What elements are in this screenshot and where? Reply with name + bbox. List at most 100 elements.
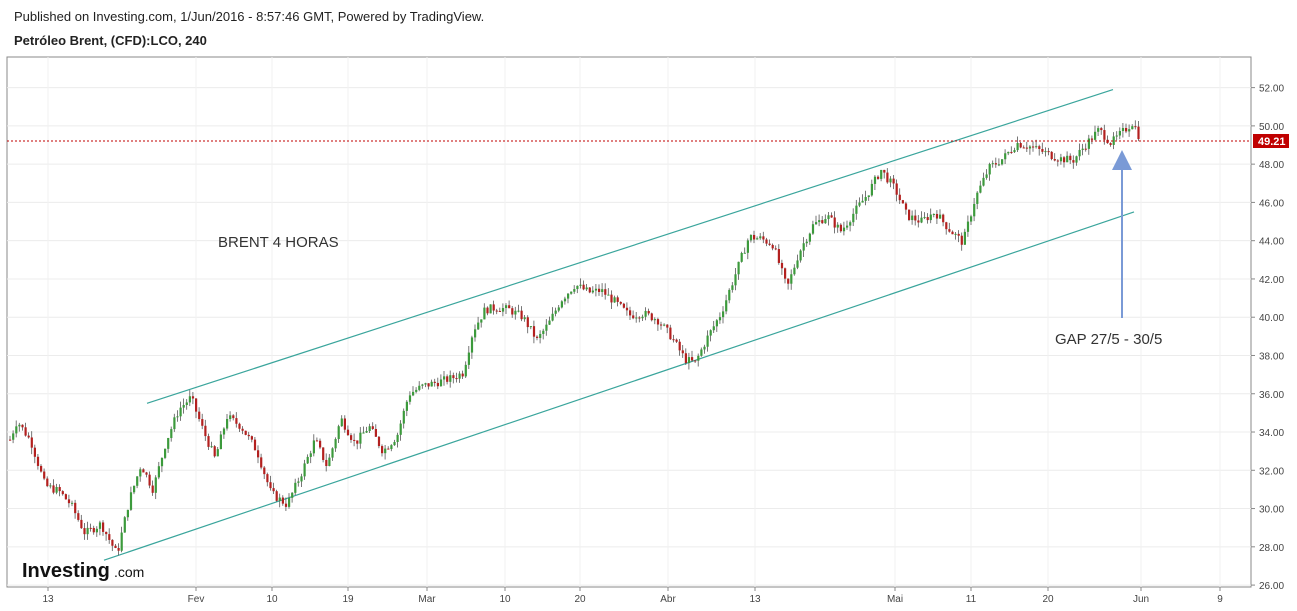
candle (396, 432, 399, 448)
candle (272, 482, 275, 494)
candle (501, 303, 505, 317)
candle (542, 328, 545, 340)
candle (12, 430, 15, 444)
candle (740, 251, 743, 263)
candle (1075, 155, 1078, 166)
candle (210, 441, 213, 448)
candle (784, 267, 787, 284)
candle (266, 472, 269, 487)
candle (629, 306, 632, 320)
candle (827, 212, 830, 226)
x-tick-label: Mar (418, 594, 436, 605)
candle (1121, 123, 1125, 138)
y-tick-label: 44.00 (1259, 237, 1284, 248)
candle (808, 232, 811, 245)
candle (951, 230, 954, 235)
candle (1097, 125, 1100, 137)
candle (222, 427, 226, 439)
candle (374, 424, 377, 437)
candle (849, 220, 852, 232)
candle (684, 348, 687, 365)
candle (926, 213, 929, 224)
candle (1041, 142, 1044, 155)
candle (229, 411, 232, 422)
candle (387, 446, 390, 450)
candle (700, 347, 703, 357)
candle (123, 516, 126, 533)
candle (759, 233, 762, 240)
candle (988, 162, 991, 181)
candle (80, 514, 83, 529)
candle (846, 220, 849, 230)
candle (945, 221, 948, 235)
candle (973, 198, 976, 222)
candle (570, 291, 573, 295)
channel-line-upper (146, 88, 1114, 404)
candle (467, 346, 470, 370)
candle (92, 525, 95, 535)
candle (815, 215, 818, 225)
x-tick-label: 10 (499, 594, 511, 605)
candle (464, 361, 467, 379)
candle (663, 323, 666, 327)
candle (656, 317, 660, 331)
candle (712, 320, 715, 334)
candle (114, 543, 117, 549)
candle (970, 214, 973, 225)
candle (1131, 124, 1134, 130)
candle (151, 480, 154, 496)
candle (312, 434, 315, 457)
x-tick-label: 13 (749, 594, 761, 605)
candle (157, 461, 160, 480)
candle (1112, 132, 1115, 150)
candle (36, 453, 40, 470)
candle (644, 307, 647, 321)
candle (492, 300, 495, 315)
candle (619, 301, 622, 306)
candle (892, 175, 895, 190)
candle (601, 283, 604, 297)
candle (52, 479, 55, 495)
y-tick-label: 46.00 (1259, 198, 1284, 209)
x-tick-label: Abr (660, 594, 676, 605)
candle (55, 483, 58, 495)
candle (883, 169, 886, 179)
candle (356, 440, 359, 450)
candle (297, 477, 300, 487)
candle (867, 195, 870, 201)
y-tick-label: 30.00 (1259, 505, 1284, 516)
candle (864, 190, 867, 206)
candle (585, 283, 588, 291)
candle (167, 437, 170, 453)
candle (436, 377, 439, 390)
investing-logo: Investing .com (22, 560, 144, 582)
candle (185, 399, 188, 410)
candle (1078, 143, 1081, 161)
candle (799, 249, 802, 263)
candle (508, 300, 511, 309)
candle (1013, 147, 1016, 154)
candle (433, 378, 436, 387)
candle (371, 422, 374, 430)
candle (982, 172, 985, 187)
candle (64, 493, 67, 500)
y-tick-label: 32.00 (1259, 466, 1284, 477)
candle (408, 391, 412, 405)
candle (164, 448, 167, 460)
candle (179, 401, 182, 421)
y-tick-label: 48.00 (1259, 160, 1284, 171)
candle (195, 398, 198, 419)
candle (858, 197, 861, 208)
candle (666, 324, 669, 334)
candle (126, 509, 129, 521)
candle (523, 314, 526, 322)
candle (67, 494, 71, 508)
candle (111, 539, 114, 552)
candle (219, 431, 222, 450)
candle (1115, 131, 1118, 141)
candle (421, 383, 424, 389)
candle (567, 293, 570, 304)
candle (529, 326, 532, 330)
candle (458, 371, 461, 383)
candle (753, 230, 756, 244)
